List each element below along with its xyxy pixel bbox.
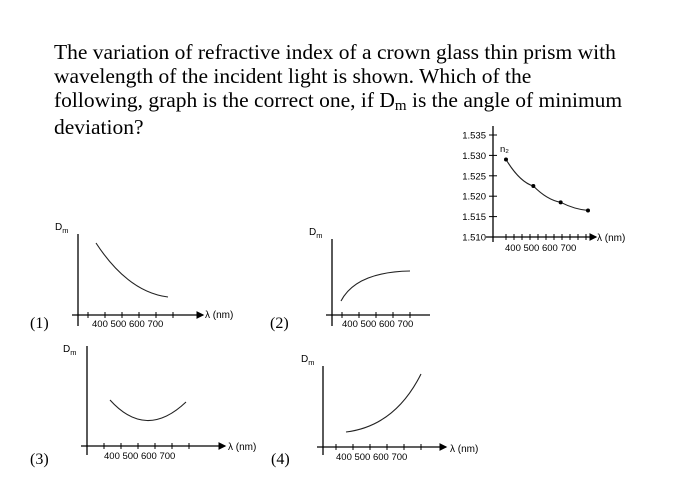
- option-1-x-ticks: [87, 312, 174, 318]
- option-4-curve: [345, 373, 422, 433]
- option-3-x-tick-labels: 400 500 600 700: [104, 451, 175, 462]
- option-3-y-label: Dm: [63, 344, 76, 357]
- ref-series-line: [505, 159, 589, 212]
- option-1-y-label: Dm: [55, 222, 68, 235]
- option-1: (1) Dm 400 500 600 700 λ (nm): [30, 222, 233, 332]
- question-line-4: deviation?: [54, 115, 144, 139]
- ref-y-tick-label: 1.510: [462, 233, 486, 244]
- option-4-x-ticks: [335, 444, 422, 450]
- option-1-number: (1): [30, 315, 49, 332]
- option-2-curve: [340, 270, 411, 302]
- question-text: The variation of refractive index of a c…: [54, 40, 626, 139]
- option-3-y-label-sub: m: [70, 348, 76, 357]
- question-line-1: The variation of refractive index of a c…: [54, 40, 616, 64]
- ref-y-tick-label: 1.520: [462, 192, 486, 203]
- ref-y-tick-label: 1.515: [462, 212, 486, 223]
- option-1-x-axis-label: λ (nm): [205, 310, 233, 321]
- ref-data-point-1: [531, 184, 536, 188]
- ref-y-tick-label: 1.530: [462, 151, 486, 162]
- option-4-x-tick-labels: 400 500 600 700: [336, 452, 407, 463]
- option-4-y-label-main: D: [301, 354, 308, 365]
- option-4-y-label-sub: m: [308, 358, 314, 367]
- option-2-y-label-main: D: [309, 227, 316, 238]
- option-1-curve: [95, 242, 169, 298]
- question-line-3-subscript: m: [394, 98, 407, 114]
- question-line-3b: is the angle of minimum: [406, 88, 623, 112]
- option-2-y-label-sub: m: [316, 231, 322, 240]
- option-4-x-axis-label: λ (nm): [450, 444, 478, 455]
- ref-y-tick-label: 1.535: [462, 131, 486, 142]
- option-3-number: (3): [30, 451, 49, 468]
- option-3-x-axis-label: λ (nm): [228, 442, 256, 453]
- option-3: (3) Dm 400 500 600 700 λ (nm): [30, 344, 256, 468]
- refractive-index-chart: 1.535 1.530 1.525 1.520 1.515 1.510 400 500 6…: [462, 126, 625, 254]
- option-3-curve: [109, 399, 187, 422]
- ref-data-point-3: [586, 208, 590, 213]
- ref-x-tick-labels: 400 500 600 700: [505, 243, 576, 254]
- option-2-x-tick-labels: 400 500 600 700: [342, 319, 413, 330]
- option-2: (2) Dm 400 500 600 700: [270, 227, 430, 332]
- option-4-number: (4): [271, 451, 290, 468]
- option-2-x-ticks: [341, 312, 411, 318]
- option-4: (4) Dm 400 500 600 700 λ (nm): [271, 354, 478, 468]
- option-1-y-label-sub: m: [62, 226, 68, 235]
- ref-data-point-2: [558, 200, 563, 205]
- ref-data-point-0: [504, 157, 508, 162]
- ref-y-tick-label: 1.525: [462, 171, 486, 182]
- question-line-3a: following, graph is the correct one, if …: [54, 88, 395, 112]
- option-3-y-label-main: D: [63, 344, 70, 355]
- option-1-y-label-main: D: [55, 222, 62, 233]
- option-4-y-label: Dm: [301, 354, 314, 367]
- ref-x-axis-label: λ (nm): [597, 233, 625, 244]
- option-2-number: (2): [270, 315, 289, 332]
- option-3-x-ticks: [103, 443, 190, 449]
- question-line-2: wavelength of the incident light is show…: [54, 64, 532, 88]
- option-1-x-tick-labels: 400 500 600 700: [92, 319, 163, 330]
- ref-curve-label: n₂: [500, 144, 509, 155]
- option-2-y-label: Dm: [309, 227, 322, 240]
